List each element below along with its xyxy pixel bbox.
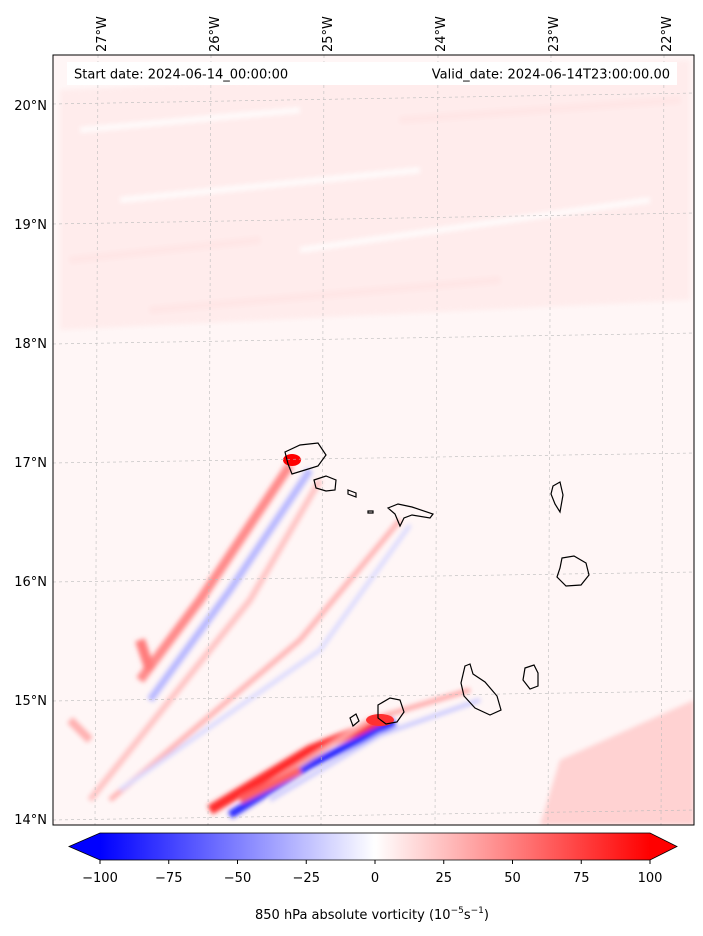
map-frame xyxy=(52,54,695,826)
lat-label: 20°N xyxy=(14,99,47,114)
lon-label: 26°W xyxy=(208,16,223,52)
island-raso xyxy=(367,510,374,514)
north-ripples xyxy=(60,60,690,330)
island-santo-antao xyxy=(284,442,327,475)
colorbar-gradient xyxy=(100,833,650,860)
vorticity-field xyxy=(60,60,694,825)
colorbar: −100 −75 −50 −25 0 25 50 75 100 850 hPa … xyxy=(67,832,678,923)
colorbar-tick-label: 50 xyxy=(504,871,521,886)
lon-label: 27°W xyxy=(95,16,110,52)
island-sal xyxy=(550,481,564,514)
start-date-label: Start date: 2024-06-14_00:00:00 xyxy=(74,68,288,83)
island-santiago xyxy=(460,663,502,716)
lon-label: 22°W xyxy=(660,16,675,52)
colorbar-ticks: −100 −75 −50 −25 0 25 50 75 100 xyxy=(82,860,662,886)
island-sao-nicolau xyxy=(386,503,434,528)
map-panel: Start date: 2024-06-14_00:00:00 Valid_da… xyxy=(52,54,695,826)
lat-label: 16°N xyxy=(14,575,47,590)
colorbar-tick-label: −100 xyxy=(82,871,118,886)
island-maio xyxy=(522,664,539,690)
island-santa-luzia xyxy=(347,489,357,498)
coastlines xyxy=(284,442,590,728)
lat-label: 17°N xyxy=(14,456,47,471)
lat-label: 14°N xyxy=(14,813,47,828)
colorbar-tick-label: −50 xyxy=(224,871,251,886)
lon-label: 25°W xyxy=(321,16,336,52)
island-sao-vicente xyxy=(313,475,337,492)
colorbar-extend-low xyxy=(69,833,100,860)
island-fogo xyxy=(377,697,405,725)
lat-label: 15°N xyxy=(14,694,47,709)
colorbar-tick-label: 100 xyxy=(638,871,663,886)
colorbar-tick-label: 25 xyxy=(435,871,452,886)
latitude-labels: 20°N 19°N 18°N 17°N 16°N 15°N 14°N xyxy=(14,99,47,828)
lon-label: 23°W xyxy=(547,16,562,52)
colorbar-label: 850 hPa absolute vorticity (10−5s−1) xyxy=(255,906,489,923)
valid-date-label: Valid_date: 2024-06-14T23:00:00.00 xyxy=(432,68,670,83)
island-brava xyxy=(349,713,360,728)
gridlines xyxy=(53,55,694,825)
longitude-labels: 27°W 26°W 25°W 24°W 23°W 22°W xyxy=(95,16,675,52)
island-boa-vista xyxy=(556,555,590,587)
colorbar-extend-high xyxy=(650,833,677,860)
se-warm-patch xyxy=(540,700,694,825)
date-label-box xyxy=(67,62,677,85)
lat-label: 18°N xyxy=(14,337,47,352)
colorbar-tick-label: −25 xyxy=(293,871,320,886)
lat-label: 19°N xyxy=(14,218,47,233)
colorbar-tick-label: −75 xyxy=(155,871,182,886)
lon-label: 24°W xyxy=(434,16,449,52)
colorbar-tick-label: 75 xyxy=(573,871,590,886)
colorbar-tick-label: 0 xyxy=(371,871,379,886)
wake-streaks-north xyxy=(67,462,412,802)
